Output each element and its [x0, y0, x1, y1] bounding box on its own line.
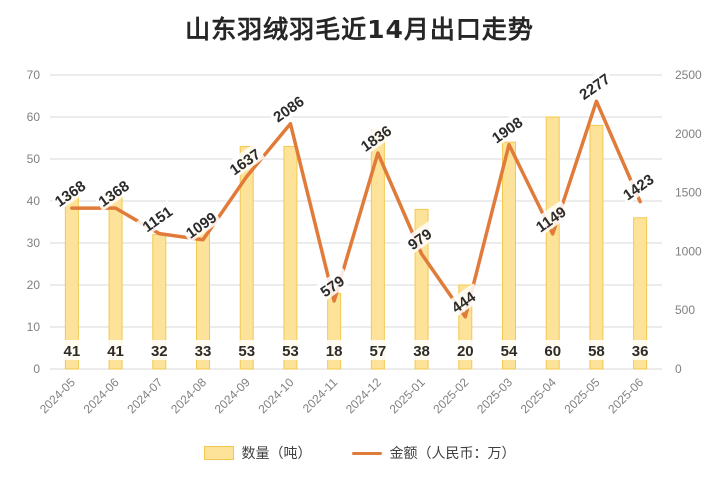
x-tick-label: 2025-04	[518, 375, 559, 416]
y-left-tick-label: 0	[33, 362, 40, 376]
bar	[283, 145, 298, 370]
x-tick-label: 2025-01	[387, 375, 428, 416]
line-label-bg	[617, 168, 659, 205]
bar-label-bg	[626, 340, 655, 360]
bar-label-bg	[276, 340, 305, 360]
bar-data-label: 38	[413, 343, 430, 360]
y-left-tick-label: 20	[27, 278, 41, 292]
bar-data-label: 53	[282, 343, 299, 360]
line-label-group: 2086	[267, 90, 309, 127]
line-label-bg	[573, 67, 615, 105]
bar-data-label: 33	[195, 343, 212, 360]
y-left-tick-label: 30	[27, 236, 41, 250]
x-tick-label: 2024-05	[37, 375, 78, 416]
x-tick-label: 2024-09	[212, 375, 253, 416]
bar-data-label: 57	[370, 343, 387, 360]
legend-label-amount: 金额（人民币：万）	[389, 446, 516, 462]
x-tick-label: 2024-12	[343, 375, 384, 416]
y-right-tick-label: 500	[675, 303, 695, 317]
bar-label-bg	[495, 340, 523, 360]
bar-data-label: 32	[151, 343, 168, 360]
line-label-bg	[311, 267, 353, 304]
bar-label-bg	[57, 340, 86, 360]
bar-data-label: 60	[544, 343, 561, 360]
bar	[239, 145, 254, 370]
line-label-bg	[529, 200, 572, 237]
y-left-tick-label: 70	[27, 68, 41, 82]
line-label-bg	[398, 220, 441, 257]
line-label-bg	[48, 174, 91, 212]
line-label-bg	[179, 206, 222, 243]
y-right-tick-label: 1500	[675, 186, 702, 200]
y-left-tick-label: 10	[27, 320, 41, 334]
bar-label-bg	[232, 340, 261, 360]
bar-label-bg	[538, 340, 567, 360]
chart-title: 山东羽绒羽毛近14月出口走势	[185, 15, 534, 44]
line-label-bg	[267, 90, 309, 127]
y-right-tick-label: 0	[675, 362, 682, 376]
line-label-bg	[354, 119, 397, 157]
bar-data-label: 20	[457, 343, 474, 360]
bar-label-bg	[582, 340, 611, 360]
bar-label-bg	[145, 340, 174, 360]
bar-data-label: 53	[238, 343, 255, 360]
x-tick-label: 2025-03	[474, 375, 515, 416]
bar	[502, 141, 516, 370]
y-left-tick-label: 50	[27, 152, 41, 166]
legend-item-quantity: 数量（吨）	[203, 443, 312, 463]
line-label-bg	[442, 283, 484, 320]
legend-item-amount: 金额（人民币：万）	[351, 443, 516, 463]
line-label-bg	[136, 200, 178, 237]
bar-label-bg	[189, 340, 217, 360]
x-tick-label: 2025-06	[605, 375, 646, 416]
line-label-bg	[485, 111, 528, 148]
x-tick-label: 2024-06	[81, 375, 122, 416]
legend-bar-swatch	[203, 446, 234, 460]
x-tick-label: 2024-11	[300, 375, 341, 416]
line-label-bg	[92, 174, 135, 212]
bar-data-label: 54	[501, 343, 518, 360]
x-tick-label: 2025-02	[430, 375, 471, 416]
line-label-bg	[223, 142, 266, 180]
bar-label-bg	[320, 340, 349, 360]
y-right-tick-label: 1000	[675, 244, 702, 258]
legend-label-quantity: 数量（吨）	[241, 446, 312, 462]
bar-label-bg	[101, 340, 130, 360]
legend-line-swatch	[351, 451, 382, 455]
bar-label-bg	[451, 340, 480, 360]
x-tick-label: 2024-07	[124, 375, 165, 416]
bar-data-label: 36	[632, 343, 649, 360]
bar-label-bg	[407, 340, 436, 360]
line-label-group: 2277	[573, 67, 615, 105]
bar-data-label: 41	[64, 343, 81, 360]
bar	[633, 217, 648, 370]
y-right-tick-label: 2000	[675, 127, 702, 141]
bar-data-label: 41	[107, 343, 124, 360]
x-tick-label: 2024-08	[168, 375, 209, 416]
bar-data-label: 18	[326, 343, 343, 360]
bar	[545, 116, 560, 370]
bar	[589, 124, 604, 370]
y-left-tick-label: 60	[27, 110, 41, 124]
bar-data-label: 58	[588, 343, 605, 360]
legend: 数量（吨） 金额（人民币：万）	[0, 443, 719, 463]
x-tick-label: 2025-05	[562, 375, 603, 416]
bar-label-bg	[363, 340, 392, 360]
y-left-tick-label: 40	[27, 194, 41, 208]
x-tick-label: 2024-10	[256, 375, 297, 416]
y-right-tick-label: 2500	[675, 68, 702, 82]
